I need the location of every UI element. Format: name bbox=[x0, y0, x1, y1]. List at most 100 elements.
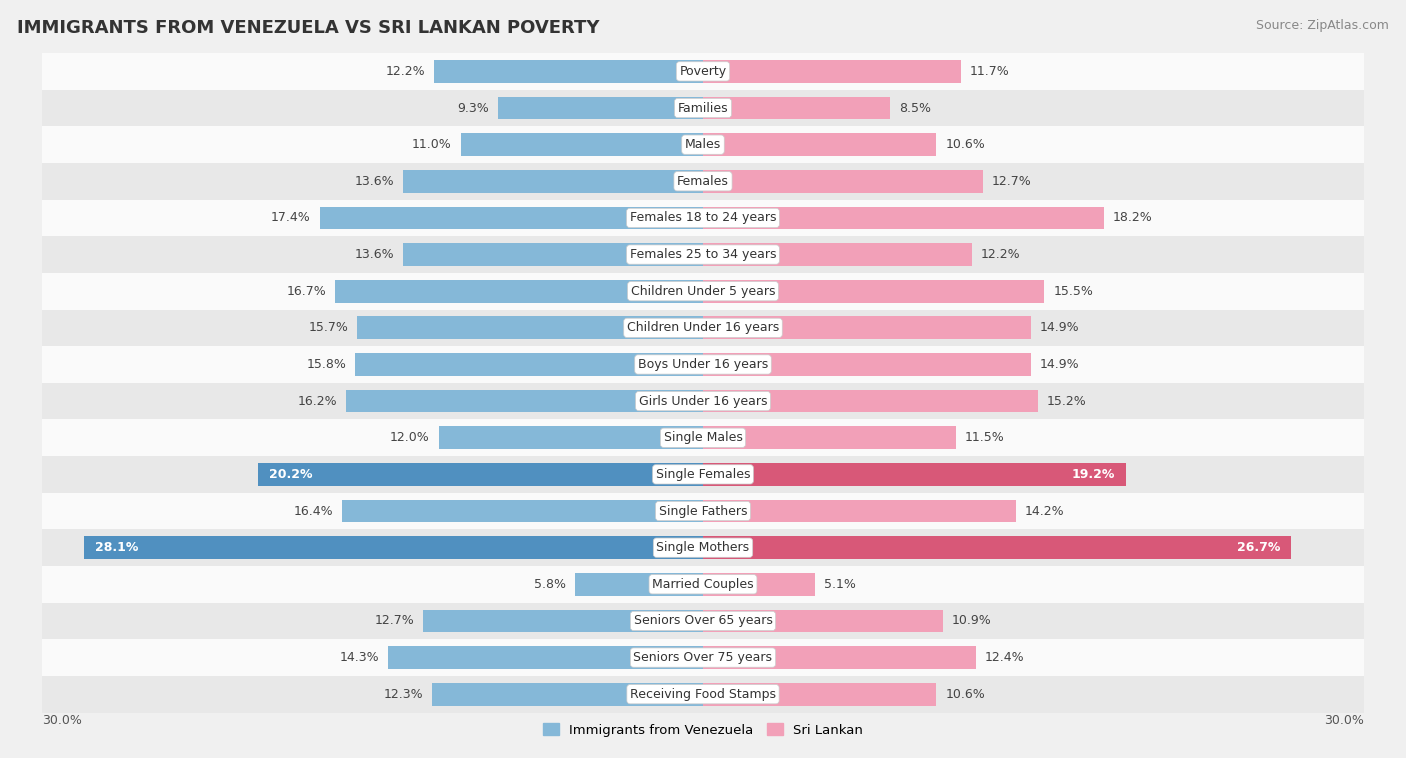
Text: Single Males: Single Males bbox=[664, 431, 742, 444]
Bar bbox=[259, 463, 703, 486]
Bar bbox=[498, 97, 703, 119]
Text: 12.2%: 12.2% bbox=[980, 248, 1021, 261]
Bar bbox=[42, 346, 1364, 383]
Bar bbox=[354, 353, 703, 376]
Bar bbox=[335, 280, 703, 302]
Bar bbox=[42, 273, 1364, 309]
Text: 16.4%: 16.4% bbox=[294, 505, 333, 518]
Bar bbox=[703, 537, 1291, 559]
Text: Single Fathers: Single Fathers bbox=[659, 505, 747, 518]
Bar bbox=[42, 199, 1364, 236]
Text: 14.9%: 14.9% bbox=[1040, 321, 1080, 334]
Text: Families: Families bbox=[678, 102, 728, 114]
Text: 10.6%: 10.6% bbox=[945, 688, 986, 700]
Text: Boys Under 16 years: Boys Under 16 years bbox=[638, 358, 768, 371]
Text: Seniors Over 75 years: Seniors Over 75 years bbox=[634, 651, 772, 664]
Bar bbox=[42, 236, 1364, 273]
Text: Children Under 16 years: Children Under 16 years bbox=[627, 321, 779, 334]
Bar bbox=[423, 609, 703, 632]
Bar bbox=[42, 53, 1364, 89]
Text: 16.7%: 16.7% bbox=[287, 285, 326, 298]
Text: 11.7%: 11.7% bbox=[970, 65, 1010, 78]
Text: 20.2%: 20.2% bbox=[269, 468, 312, 481]
Text: 12.4%: 12.4% bbox=[986, 651, 1025, 664]
Text: Single Mothers: Single Mothers bbox=[657, 541, 749, 554]
Text: 5.1%: 5.1% bbox=[824, 578, 856, 590]
Text: 5.8%: 5.8% bbox=[534, 578, 567, 590]
Bar bbox=[404, 243, 703, 266]
Bar bbox=[703, 427, 956, 449]
Bar bbox=[703, 390, 1038, 412]
Bar bbox=[703, 647, 976, 669]
Bar bbox=[346, 390, 703, 412]
Bar bbox=[357, 317, 703, 339]
Text: Source: ZipAtlas.com: Source: ZipAtlas.com bbox=[1256, 19, 1389, 32]
Text: IMMIGRANTS FROM VENEZUELA VS SRI LANKAN POVERTY: IMMIGRANTS FROM VENEZUELA VS SRI LANKAN … bbox=[17, 19, 599, 37]
Bar bbox=[434, 60, 703, 83]
Bar bbox=[42, 566, 1364, 603]
Bar bbox=[439, 427, 703, 449]
Bar bbox=[703, 97, 890, 119]
Text: 14.9%: 14.9% bbox=[1040, 358, 1080, 371]
Bar bbox=[42, 89, 1364, 127]
Text: 17.4%: 17.4% bbox=[271, 211, 311, 224]
Bar bbox=[42, 419, 1364, 456]
Bar bbox=[42, 127, 1364, 163]
Bar bbox=[703, 243, 972, 266]
Text: 18.2%: 18.2% bbox=[1112, 211, 1153, 224]
Text: 16.2%: 16.2% bbox=[298, 395, 337, 408]
Text: 15.5%: 15.5% bbox=[1053, 285, 1092, 298]
Bar bbox=[703, 280, 1045, 302]
Bar bbox=[42, 676, 1364, 713]
Bar bbox=[342, 500, 703, 522]
Text: Poverty: Poverty bbox=[679, 65, 727, 78]
Text: Single Females: Single Females bbox=[655, 468, 751, 481]
Bar bbox=[703, 317, 1031, 339]
Text: Girls Under 16 years: Girls Under 16 years bbox=[638, 395, 768, 408]
Text: 12.2%: 12.2% bbox=[385, 65, 426, 78]
Text: Married Couples: Married Couples bbox=[652, 578, 754, 590]
Text: 30.0%: 30.0% bbox=[42, 714, 82, 728]
Bar bbox=[84, 537, 703, 559]
Bar bbox=[703, 463, 1126, 486]
Bar bbox=[703, 683, 936, 706]
Text: Females: Females bbox=[678, 175, 728, 188]
Bar bbox=[703, 207, 1104, 229]
Text: 9.3%: 9.3% bbox=[457, 102, 489, 114]
Bar bbox=[432, 683, 703, 706]
Bar bbox=[703, 133, 936, 156]
Text: 10.6%: 10.6% bbox=[945, 138, 986, 151]
Bar bbox=[703, 609, 943, 632]
Bar bbox=[703, 500, 1015, 522]
Text: 14.2%: 14.2% bbox=[1025, 505, 1064, 518]
Text: 15.7%: 15.7% bbox=[308, 321, 349, 334]
Text: 8.5%: 8.5% bbox=[898, 102, 931, 114]
Bar bbox=[404, 170, 703, 193]
Bar bbox=[42, 309, 1364, 346]
Bar bbox=[703, 573, 815, 596]
Text: 10.9%: 10.9% bbox=[952, 615, 991, 628]
Bar bbox=[703, 60, 960, 83]
Text: 28.1%: 28.1% bbox=[96, 541, 138, 554]
Text: 14.3%: 14.3% bbox=[340, 651, 380, 664]
Text: 12.3%: 12.3% bbox=[384, 688, 423, 700]
Bar bbox=[42, 639, 1364, 676]
Bar bbox=[42, 603, 1364, 639]
Bar bbox=[703, 353, 1031, 376]
Bar bbox=[703, 170, 983, 193]
Text: Seniors Over 65 years: Seniors Over 65 years bbox=[634, 615, 772, 628]
Bar bbox=[42, 163, 1364, 199]
Text: 19.2%: 19.2% bbox=[1071, 468, 1115, 481]
Text: 13.6%: 13.6% bbox=[354, 175, 395, 188]
Text: Females 18 to 24 years: Females 18 to 24 years bbox=[630, 211, 776, 224]
Bar bbox=[575, 573, 703, 596]
Legend: Immigrants from Venezuela, Sri Lankan: Immigrants from Venezuela, Sri Lankan bbox=[537, 719, 869, 742]
Bar bbox=[42, 383, 1364, 419]
Text: 15.8%: 15.8% bbox=[307, 358, 346, 371]
Text: 15.2%: 15.2% bbox=[1046, 395, 1087, 408]
Text: 13.6%: 13.6% bbox=[354, 248, 395, 261]
Text: 12.7%: 12.7% bbox=[374, 615, 415, 628]
Bar bbox=[42, 456, 1364, 493]
Text: 26.7%: 26.7% bbox=[1237, 541, 1279, 554]
Text: Females 25 to 34 years: Females 25 to 34 years bbox=[630, 248, 776, 261]
